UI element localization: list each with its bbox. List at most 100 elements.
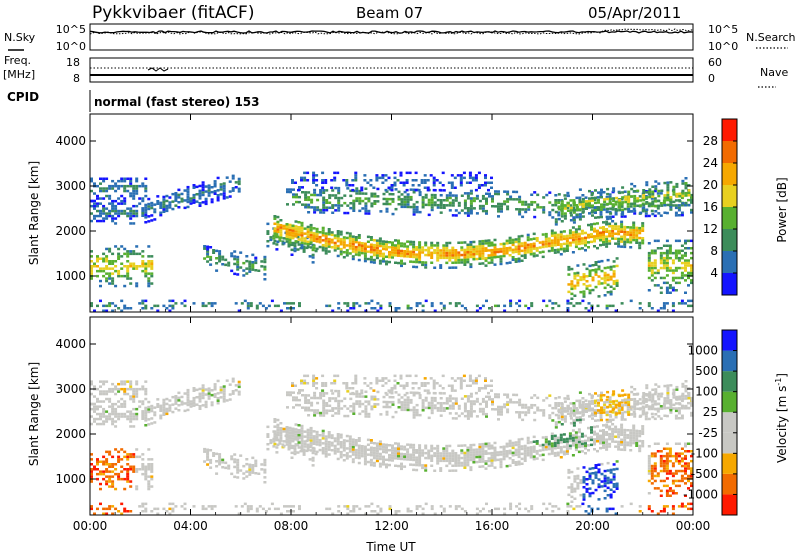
velocity-cell xyxy=(641,425,645,428)
power-cell xyxy=(351,255,355,258)
velocity-cell xyxy=(263,463,267,467)
velocity-cell xyxy=(337,407,341,410)
velocity-cell xyxy=(436,449,440,453)
power-cell xyxy=(129,222,133,225)
power-cell xyxy=(120,274,124,278)
power-cell xyxy=(511,248,515,252)
velocity-cell xyxy=(418,456,422,459)
power-cell xyxy=(466,255,470,259)
power-cell xyxy=(611,232,615,235)
power-cell xyxy=(612,270,616,273)
power-cell xyxy=(596,234,599,237)
power-cell xyxy=(544,232,548,236)
power-cell xyxy=(687,271,690,275)
power-cell xyxy=(579,276,583,279)
power-cell xyxy=(430,201,434,204)
velocity-cell xyxy=(129,420,133,423)
power-cell xyxy=(654,210,658,213)
power-cell xyxy=(609,275,613,279)
power-cell xyxy=(672,200,676,204)
power-cell xyxy=(102,204,106,208)
power-cell xyxy=(491,197,494,201)
velocity-cell xyxy=(117,475,121,478)
velocity-cell xyxy=(222,395,226,398)
velocity-cell xyxy=(514,453,518,457)
power-cell xyxy=(306,228,310,231)
power-cell xyxy=(135,265,139,268)
power-cell xyxy=(248,262,252,266)
velocity-cell xyxy=(400,457,403,461)
velocity-cell xyxy=(117,450,121,454)
power-cell xyxy=(129,214,133,218)
power-cell xyxy=(331,204,335,207)
power-cell xyxy=(123,189,127,193)
velocity-cell xyxy=(375,454,379,458)
power-cell xyxy=(653,284,657,287)
velocity-cell xyxy=(273,435,277,438)
power-cell xyxy=(114,212,118,215)
power-cell xyxy=(567,283,571,286)
power-cell xyxy=(363,242,367,245)
power-cell xyxy=(324,249,328,253)
velocity-cell xyxy=(620,431,624,434)
power-cell xyxy=(466,248,470,251)
power-cell xyxy=(596,229,599,233)
power-cell xyxy=(638,307,642,310)
velocity-cell xyxy=(508,452,512,455)
power-cell xyxy=(373,192,377,196)
velocity-cell xyxy=(336,442,340,446)
power-cell xyxy=(582,273,586,276)
velocity-cell xyxy=(493,456,497,459)
power-cell xyxy=(632,238,636,242)
power-cell xyxy=(644,197,648,200)
velocity-cell xyxy=(521,418,525,422)
velocity-cell xyxy=(336,450,340,453)
power-cell xyxy=(526,246,530,249)
velocity-cell xyxy=(545,396,549,400)
power-cell xyxy=(623,207,627,211)
velocity-cell xyxy=(138,455,142,459)
velocity-cell xyxy=(372,449,376,452)
power-cell xyxy=(565,244,569,248)
power-cell xyxy=(614,225,618,228)
power-cell xyxy=(309,238,313,242)
power-cell xyxy=(337,199,341,202)
power-cell xyxy=(324,232,328,235)
power-cell xyxy=(385,210,389,213)
velocity-cell xyxy=(391,446,394,450)
velocity-cell xyxy=(580,445,584,448)
velocity-cell xyxy=(186,403,190,407)
power-cell xyxy=(642,189,646,192)
velocity-cell xyxy=(90,472,93,476)
velocity-cell xyxy=(294,435,298,439)
power-cell xyxy=(126,277,130,280)
power-cell xyxy=(493,263,497,266)
power-cell xyxy=(144,189,148,193)
power-cell xyxy=(375,246,379,250)
power-cell xyxy=(653,264,657,267)
power-cell xyxy=(653,259,657,262)
velocity-cell xyxy=(354,439,358,442)
power-cell xyxy=(102,209,106,213)
power-cell xyxy=(96,214,99,218)
power-cell xyxy=(373,200,377,203)
velocity-cell xyxy=(364,410,368,413)
velocity-cell xyxy=(530,396,534,399)
velocity-cell xyxy=(141,453,145,456)
power-cell xyxy=(295,193,298,196)
power-cell xyxy=(213,180,217,183)
power-cell xyxy=(596,304,600,308)
velocity-cell xyxy=(511,461,515,464)
velocity-cell xyxy=(463,456,467,460)
velocity-cell xyxy=(562,440,566,444)
power-cell xyxy=(647,204,651,208)
power-cell xyxy=(349,202,353,205)
power-cell xyxy=(650,269,654,272)
power-cell xyxy=(303,176,307,180)
power-cell xyxy=(298,302,301,305)
velocity-cell xyxy=(327,445,331,449)
power-cell xyxy=(336,171,340,175)
power-cell xyxy=(559,253,563,256)
power-cell xyxy=(654,187,658,191)
power-cell xyxy=(378,237,382,240)
